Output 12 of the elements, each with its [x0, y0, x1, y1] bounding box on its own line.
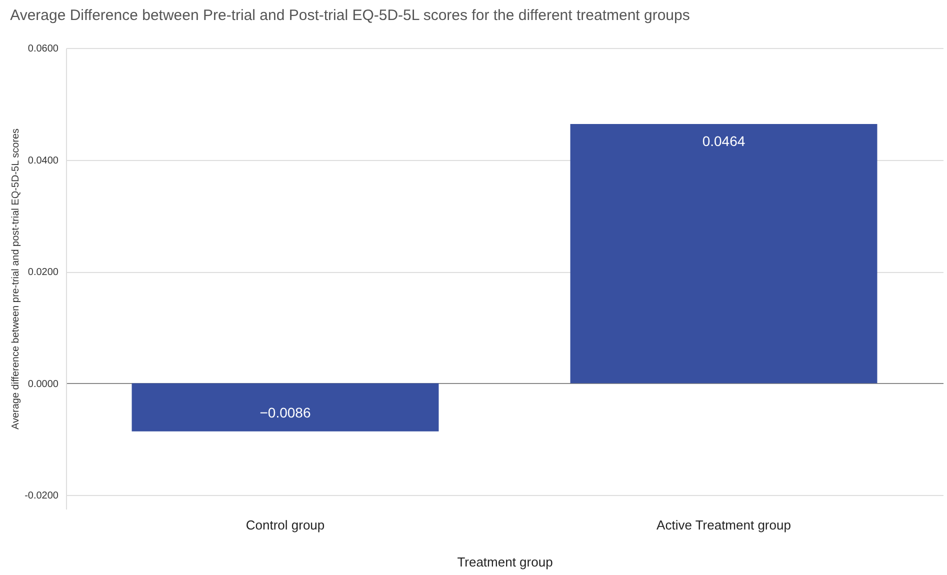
x-axis-title: Treatment group [457, 554, 553, 570]
chart-title: Average Difference between Pre-trial and Post-trial EQ-5D-5L scores for the different treatment groups [10, 7, 690, 24]
y-tick-label: 0.0200 [28, 267, 59, 278]
data-label: 0.0464 [702, 132, 746, 149]
x-tick-label: Control group [246, 518, 325, 532]
y-tick-label: 0.0400 [28, 155, 59, 166]
y-tick-label: 0.0600 [28, 44, 59, 54]
y-tick-label: -0.0200 [24, 490, 59, 502]
y-axis-title: Average difference between pre-trial and post-trial EQ-5D-5L scores [10, 128, 22, 430]
y-tick-label: 0.0000 [28, 378, 59, 390]
data-label: −0.0086 [260, 404, 311, 420]
x-tick-label: Active Treatment group [656, 518, 791, 532]
